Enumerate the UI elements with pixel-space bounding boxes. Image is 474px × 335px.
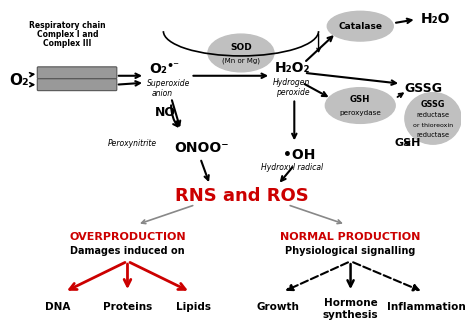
Text: Growth: Growth: [256, 302, 299, 312]
FancyBboxPatch shape: [37, 67, 117, 79]
Text: reductase: reductase: [417, 132, 449, 138]
Text: ONOO⁻: ONOO⁻: [174, 141, 228, 155]
Text: O₂: O₂: [149, 62, 167, 76]
Text: NO: NO: [155, 106, 176, 119]
Text: peroxydase: peroxydase: [339, 111, 381, 117]
Ellipse shape: [327, 11, 393, 41]
Text: Physiological signalling: Physiological signalling: [285, 246, 416, 256]
Text: Proteins: Proteins: [103, 302, 152, 312]
Text: (Mn or Mg): (Mn or Mg): [222, 58, 260, 64]
Text: GSSG: GSSG: [421, 100, 445, 109]
Ellipse shape: [208, 34, 274, 72]
Text: O₂: O₂: [9, 73, 28, 88]
Text: Inflammation: Inflammation: [387, 302, 465, 312]
Text: Peroxynitrite: Peroxynitrite: [108, 139, 157, 148]
Text: anion: anion: [152, 89, 173, 98]
Text: •⁻: •⁻: [166, 61, 179, 71]
Text: Superoxide: Superoxide: [147, 79, 190, 88]
Text: Respiratory chain: Respiratory chain: [29, 21, 106, 30]
Text: H₂O₂: H₂O₂: [275, 61, 310, 75]
Text: reductase: reductase: [417, 113, 449, 119]
Text: Lipids: Lipids: [176, 302, 211, 312]
Text: H₂O: H₂O: [420, 12, 450, 26]
Text: DNA: DNA: [45, 302, 70, 312]
Ellipse shape: [405, 92, 461, 144]
Text: GSSG: GSSG: [404, 82, 442, 95]
Text: Complex III: Complex III: [43, 39, 91, 48]
Text: or thioreoxin: or thioreoxin: [413, 123, 453, 128]
Text: Damages induced on: Damages induced on: [70, 246, 185, 256]
FancyBboxPatch shape: [37, 79, 117, 91]
Text: GSH: GSH: [350, 95, 371, 104]
Text: SOD: SOD: [230, 43, 252, 52]
Text: Hydroxyl radical: Hydroxyl radical: [261, 162, 323, 172]
Text: Catalase: Catalase: [338, 22, 382, 31]
Text: NORMAL PRODUCTION: NORMAL PRODUCTION: [281, 232, 421, 243]
Text: •OH: •OH: [283, 148, 315, 162]
Text: Hydrogen: Hydrogen: [273, 78, 310, 87]
Text: RNS and ROS: RNS and ROS: [175, 187, 309, 205]
Text: Complex I and: Complex I and: [36, 30, 98, 39]
Text: OVERPRODUCTION: OVERPRODUCTION: [69, 232, 186, 243]
Ellipse shape: [325, 88, 395, 123]
Text: GSH: GSH: [394, 138, 420, 148]
Text: peroxide: peroxide: [276, 88, 310, 97]
Text: Hormone
synthesis: Hormone synthesis: [323, 298, 378, 320]
